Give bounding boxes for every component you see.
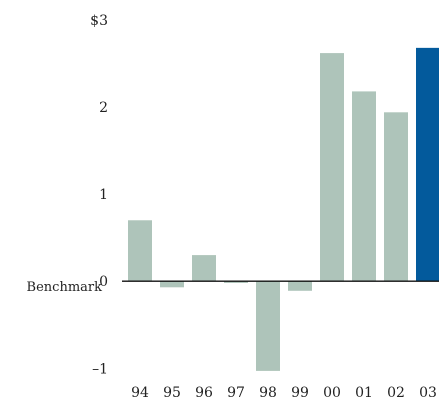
bar-02 [384,112,408,282]
x-tick-label: 96 [195,385,213,401]
bar-00 [320,53,344,282]
bar-97 [224,281,248,283]
x-axis-ticks: 94 95 96 97 98 99 00 01 02 03 [131,385,437,401]
x-tick-label: 02 [387,385,405,401]
bars-group [128,47,439,371]
bar-03 [416,47,439,282]
y-tick-label: –1 [92,361,108,377]
y-tick-label: 0 [99,274,108,290]
y-tick-label: 2 [99,100,108,116]
x-tick-label: 01 [355,385,373,401]
x-tick-label: 97 [227,385,245,401]
bar-99 [288,281,312,291]
x-tick-label: 98 [259,385,277,401]
bar-95 [160,281,184,288]
x-tick-label: 03 [419,385,437,401]
bar-94 [128,220,152,282]
benchmark-label: Benchmark [27,280,103,295]
bar-01 [352,91,376,282]
y-tick-label: $3 [90,13,108,29]
x-tick-label: 99 [291,385,309,401]
x-tick-label: 94 [131,385,149,401]
x-tick-label: 95 [163,385,181,401]
y-axis-ticks: $3 2 1 0 –1 [90,13,108,377]
bar-96 [192,255,216,282]
bar-98 [256,281,280,371]
x-tick-label: 00 [323,385,341,401]
y-tick-label: 1 [99,187,108,203]
